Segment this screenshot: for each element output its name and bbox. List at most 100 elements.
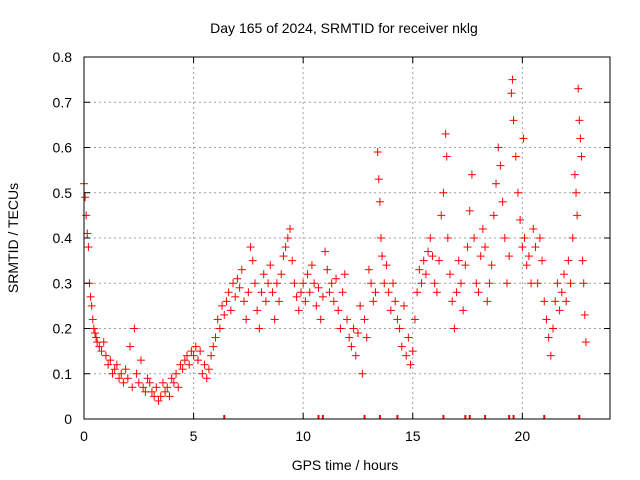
- data-point: [443, 234, 452, 242]
- data-point: [281, 243, 290, 252]
- data-point: [509, 116, 518, 125]
- data-point: [299, 279, 308, 288]
- data-point: [292, 292, 301, 301]
- data-point: [154, 396, 163, 405]
- data-point: [95, 342, 104, 351]
- data-point: [358, 369, 367, 378]
- data-point: [376, 234, 385, 242]
- data-point: [402, 351, 411, 360]
- data-point: [353, 329, 362, 338]
- data-point: [544, 333, 553, 342]
- data-point: [193, 356, 202, 365]
- data-point: [235, 283, 244, 292]
- data-point: [421, 270, 430, 279]
- data-point: [417, 279, 426, 288]
- data-point: [579, 279, 588, 288]
- data-point: [233, 274, 242, 283]
- data-point: [239, 297, 248, 306]
- data-point: [121, 365, 130, 374]
- x-axis-ticks: 0 5 10 15 20: [80, 57, 530, 444]
- data-point: [261, 297, 270, 306]
- data-point: [549, 324, 558, 333]
- data-point: [200, 360, 209, 369]
- y-tick-label: 0: [64, 411, 72, 427]
- data-point: [551, 297, 560, 306]
- data-point: [580, 310, 589, 319]
- data-point: [283, 234, 292, 242]
- y-tick-label: 0.4: [53, 230, 73, 246]
- data-point: [435, 256, 444, 265]
- data-point: [384, 288, 393, 297]
- data-point: [81, 193, 90, 202]
- data-point: [562, 297, 571, 306]
- data-point: [380, 279, 389, 288]
- data-point: [246, 243, 255, 252]
- data-point: [136, 356, 145, 365]
- data-point: [180, 356, 189, 365]
- data-point: [419, 256, 428, 265]
- data-point: [399, 301, 408, 310]
- data-point: [511, 152, 520, 161]
- data-point: [520, 234, 529, 242]
- data-point: [270, 315, 279, 324]
- data-point: [139, 383, 148, 392]
- data-point: [152, 383, 161, 392]
- data-point: [143, 374, 152, 383]
- data-point: [404, 333, 413, 342]
- data-point: [568, 234, 577, 242]
- data-point: [174, 383, 183, 392]
- data-point: [382, 261, 391, 270]
- data-point: [437, 211, 446, 220]
- data-point: [476, 252, 485, 261]
- data-point: [349, 324, 358, 333]
- data-point: [426, 234, 435, 242]
- data-point: [294, 306, 303, 315]
- data-point: [505, 252, 514, 261]
- data-point: [496, 161, 505, 170]
- data-point: [566, 279, 575, 288]
- data-point: [242, 315, 251, 324]
- y-tick-label: 0.8: [53, 49, 73, 65]
- data-point: [570, 170, 579, 179]
- data-point: [494, 143, 503, 152]
- data-point: [226, 306, 235, 315]
- x-tick-label: 0: [80, 428, 88, 444]
- data-point: [110, 365, 119, 374]
- y-axis-ticks: 0 0.1 0.2 0.3 0.4 0.5 0.6 0.7 0.8: [53, 49, 610, 427]
- data-point: [531, 243, 540, 252]
- data-point: [498, 197, 507, 206]
- data-point: [229, 279, 238, 288]
- data-point: [492, 179, 501, 188]
- x-tick-label: 15: [405, 428, 421, 444]
- data-point: [465, 206, 474, 215]
- data-point: [378, 252, 387, 261]
- y-tick-label: 0.1: [53, 366, 73, 382]
- data-point: [301, 297, 310, 306]
- data-point: [489, 211, 498, 220]
- data-point: [408, 347, 417, 356]
- data-point: [88, 315, 97, 324]
- data-point: [334, 306, 343, 315]
- data-point: [255, 324, 264, 333]
- data-point: [209, 342, 218, 351]
- data-point: [314, 283, 323, 292]
- data-point: [99, 338, 108, 347]
- data-point: [323, 265, 332, 274]
- data-point: [459, 306, 468, 315]
- data-point: [264, 279, 273, 288]
- data-point: [576, 134, 585, 143]
- data-point: [123, 374, 132, 383]
- data-point: [117, 369, 126, 378]
- data-point: [472, 279, 481, 288]
- data-point: [167, 374, 176, 383]
- data-point: [410, 315, 419, 324]
- data-point: [187, 347, 196, 356]
- data-point: [542, 315, 551, 324]
- data-point: [244, 288, 253, 297]
- data-point: [467, 170, 476, 179]
- data-point: [165, 392, 174, 401]
- data-point: [535, 234, 544, 242]
- data-point: [290, 279, 299, 288]
- data-point: [343, 315, 351, 324]
- data-point: [369, 297, 378, 306]
